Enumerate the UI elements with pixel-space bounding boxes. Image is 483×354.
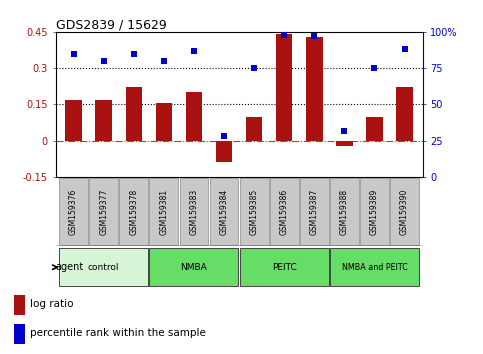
FancyBboxPatch shape bbox=[270, 178, 298, 245]
FancyBboxPatch shape bbox=[300, 178, 329, 245]
Bar bbox=[14, 295, 25, 315]
Point bbox=[160, 58, 168, 64]
Point bbox=[70, 51, 77, 57]
Bar bbox=[185, 92, 202, 141]
Bar bbox=[306, 37, 323, 141]
Text: GSM159383: GSM159383 bbox=[189, 188, 199, 235]
FancyBboxPatch shape bbox=[330, 248, 419, 286]
Text: GSM159385: GSM159385 bbox=[250, 188, 258, 235]
FancyBboxPatch shape bbox=[210, 178, 239, 245]
Text: GSM159387: GSM159387 bbox=[310, 188, 319, 235]
Point bbox=[130, 51, 138, 57]
Bar bbox=[156, 103, 172, 141]
Point bbox=[341, 128, 348, 133]
FancyBboxPatch shape bbox=[59, 248, 148, 286]
Bar bbox=[126, 87, 142, 141]
Text: GDS2839 / 15629: GDS2839 / 15629 bbox=[56, 19, 166, 32]
Bar bbox=[396, 87, 413, 141]
Point bbox=[250, 65, 258, 71]
Text: GSM159377: GSM159377 bbox=[99, 188, 108, 235]
FancyBboxPatch shape bbox=[360, 178, 389, 245]
Point bbox=[190, 48, 198, 53]
Text: NMBA: NMBA bbox=[181, 263, 207, 272]
Text: GSM159384: GSM159384 bbox=[220, 188, 228, 235]
Text: GSM159388: GSM159388 bbox=[340, 188, 349, 235]
Bar bbox=[366, 116, 383, 141]
Point bbox=[401, 46, 409, 52]
Point bbox=[220, 133, 228, 139]
FancyBboxPatch shape bbox=[149, 178, 178, 245]
Text: GSM159389: GSM159389 bbox=[370, 188, 379, 235]
FancyBboxPatch shape bbox=[59, 178, 88, 245]
Text: GSM159386: GSM159386 bbox=[280, 188, 289, 235]
Text: NMBA and PEITC: NMBA and PEITC bbox=[341, 263, 407, 272]
FancyBboxPatch shape bbox=[119, 178, 148, 245]
Bar bbox=[276, 34, 293, 141]
FancyBboxPatch shape bbox=[180, 178, 208, 245]
Text: GSM159378: GSM159378 bbox=[129, 188, 138, 235]
Point bbox=[311, 33, 318, 39]
FancyBboxPatch shape bbox=[390, 178, 419, 245]
Text: agent: agent bbox=[56, 262, 84, 272]
Bar bbox=[14, 324, 25, 343]
FancyBboxPatch shape bbox=[149, 248, 239, 286]
FancyBboxPatch shape bbox=[330, 178, 359, 245]
Text: percentile rank within the sample: percentile rank within the sample bbox=[30, 328, 206, 338]
Text: PEITC: PEITC bbox=[272, 263, 297, 272]
Bar bbox=[336, 141, 353, 145]
Bar bbox=[65, 99, 82, 141]
Text: GSM159376: GSM159376 bbox=[69, 188, 78, 235]
Point bbox=[100, 58, 108, 64]
Text: GSM159381: GSM159381 bbox=[159, 188, 169, 235]
Point bbox=[280, 32, 288, 38]
Bar bbox=[216, 141, 232, 162]
Bar bbox=[96, 99, 112, 141]
Text: GSM159390: GSM159390 bbox=[400, 188, 409, 235]
Bar bbox=[246, 116, 262, 141]
FancyBboxPatch shape bbox=[89, 178, 118, 245]
FancyBboxPatch shape bbox=[240, 248, 329, 286]
Text: log ratio: log ratio bbox=[30, 299, 74, 309]
Text: control: control bbox=[88, 263, 119, 272]
FancyBboxPatch shape bbox=[240, 178, 269, 245]
Point bbox=[370, 65, 378, 71]
